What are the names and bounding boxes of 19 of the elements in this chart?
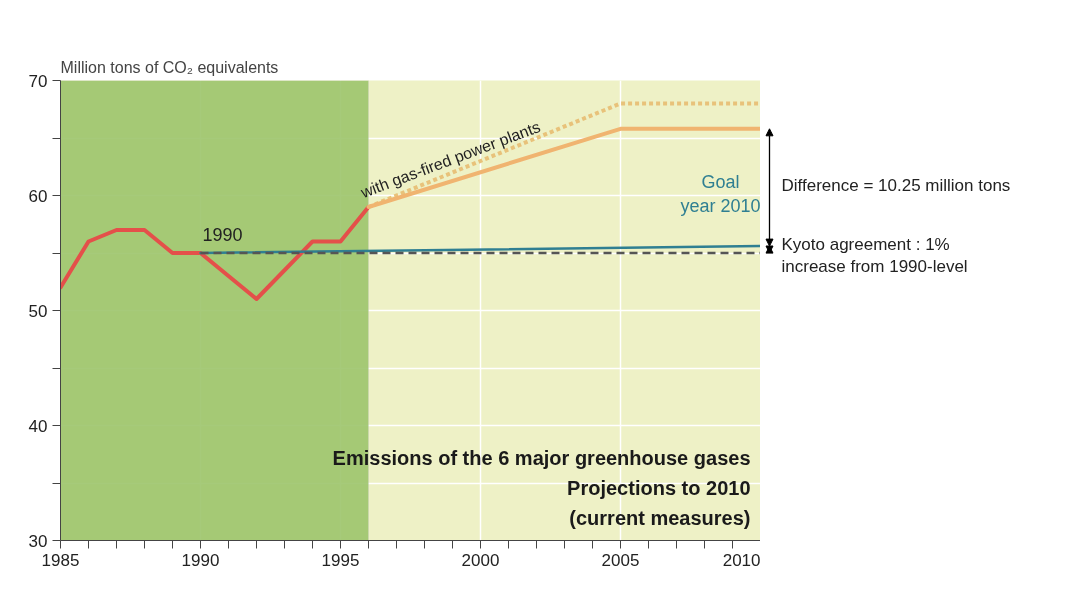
y-tick-label: 70 [28, 71, 48, 91]
x-tick-label: 2000 [461, 550, 500, 570]
text: Kyoto agreement : 1% increase from 1990-level [781, 234, 968, 276]
x-tick-label: 1990 [181, 550, 220, 570]
x-tick-label: 2010 [722, 550, 761, 570]
text: Difference = 10.25 million tons [781, 176, 1011, 196]
text: Projections to 2010 (current measures) [567, 476, 751, 529]
annotation: 1990 [202, 225, 243, 245]
y-tick-label: 30 [28, 531, 48, 551]
x-tick-label: 2005 [601, 550, 640, 570]
y-axis-title: Million tons of CO₂ equivalents [60, 58, 279, 76]
x-tick-label: 1985 [41, 550, 80, 570]
annotation: Goal year 2010 [680, 172, 761, 217]
x-tick-label: 1995 [321, 550, 360, 570]
text: Emissions of the 6 major greenhouse gases [332, 446, 751, 469]
y-tick-label: 40 [28, 416, 48, 436]
line-series [60, 205, 371, 301]
y-tick-label: 60 [28, 186, 48, 206]
y-tick-label: 50 [28, 301, 48, 321]
